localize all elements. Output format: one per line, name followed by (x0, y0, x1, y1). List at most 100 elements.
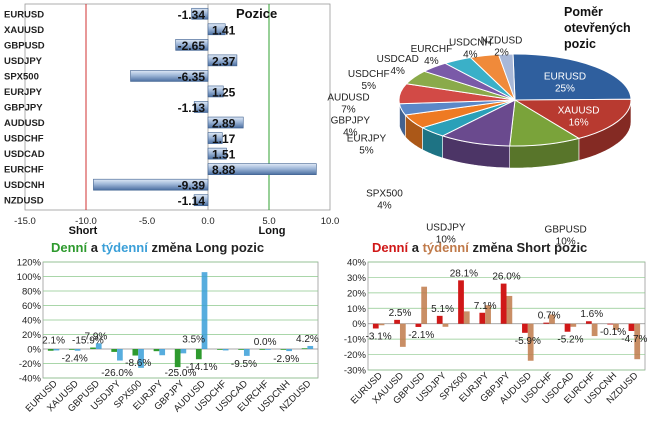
positions-plot-area (24, 3, 331, 211)
short-change-data-label: -4.7% (621, 334, 647, 345)
category-label: EURJPY (4, 87, 43, 98)
position-bar (93, 178, 209, 191)
long-change-bar-daily (301, 348, 308, 350)
short-change-bar-daily (607, 323, 614, 325)
position-value-label: -6.35 (178, 70, 206, 84)
short-change-bar-daily (628, 323, 635, 331)
category-label: AUDUSD (4, 118, 45, 129)
long-change-bar-weekly (53, 349, 60, 351)
short-change-bar-daily (394, 319, 400, 324)
long-change-bar-weekly (95, 343, 102, 349)
short-change-y-tick-label: -30% (344, 366, 367, 377)
short-change-bar-daily (372, 323, 379, 329)
long-change-data-label: -9.5% (231, 359, 257, 370)
long-change-y-tick-label: 100% (17, 272, 42, 283)
position-value-label: 1.51 (212, 148, 236, 162)
pie-slice-percent: 16% (569, 117, 589, 128)
long-change-data-label: -8.6% (125, 358, 151, 369)
pie-slice-label: USDCHF (348, 69, 390, 80)
long-change-data-label: 4.2% (296, 334, 319, 345)
position-value-label: 2.89 (212, 117, 236, 131)
short-change-bar-weekly (399, 323, 406, 347)
short-change-bar-weekly (421, 286, 428, 324)
pie-slice-label: USDCNH (449, 38, 492, 49)
short-change-data-label: 5.1% (431, 304, 454, 315)
short-change-bar-weekly (485, 305, 491, 324)
short-change-bar-chart: Denní a týdenní změna Short pozic 40% 30% 2… (344, 240, 648, 407)
short-change-bar-daily (564, 323, 571, 332)
short-change-y-tick-label: 0% (352, 319, 366, 330)
long-change-data-label: -26.0% (101, 368, 133, 379)
position-bar (207, 116, 244, 129)
long-change-bar-daily (238, 349, 244, 350)
short-side-label: Short (69, 225, 98, 237)
short-change-data-label: 28.1% (450, 268, 478, 279)
long-change-bar-weekly (265, 349, 271, 350)
pie-slice-label: SPX500 (366, 189, 403, 200)
long-change-data-label: 0.0% (254, 337, 277, 348)
long-change-bar-daily (280, 349, 287, 350)
position-bar (207, 163, 317, 175)
short-change-bar-daily (585, 321, 592, 324)
long-change-y-tick-label: 80% (22, 287, 42, 298)
short-change-data-label: -5.2% (557, 335, 583, 346)
position-value-label: 8.88 (212, 163, 236, 177)
pie-slice-percent: 4% (463, 50, 478, 61)
category-label: EURCHF (4, 165, 44, 176)
pie-slice (441, 99, 516, 147)
position-value-label: 1.25 (212, 85, 236, 99)
positions-bar-chart: EURUSD -1.34 XAUUSD 1.41 GBPUSD -2.65 USDJPY 2.… (4, 3, 340, 237)
category-label: XAUUSD (4, 25, 44, 36)
short-change-y-tick-label: 40% (347, 258, 367, 269)
short-change-data-label: 26.0% (492, 272, 520, 283)
pie-slice-label: XAUUSD (558, 105, 600, 116)
pie-slice (497, 53, 516, 101)
pie-slice-percent: 4% (377, 201, 392, 212)
short-change-bar-weekly (378, 323, 385, 326)
x-tick-label: -5.0 (139, 216, 155, 227)
long-change-bar-weekly (243, 349, 250, 356)
position-bar (175, 39, 209, 51)
position-bar (207, 54, 238, 67)
category-label: EURUSD (4, 9, 44, 20)
long-change-bar-daily (69, 349, 75, 350)
long-change-y-tick-label: 60% (22, 301, 42, 312)
long-change-y-tick-label: 120% (17, 258, 42, 269)
long-change-bar-daily (153, 349, 160, 352)
short-change-title: Denní a týdenní změna Short pozic (372, 240, 587, 255)
short-change-y-tick-label: 20% (347, 288, 367, 299)
category-label: USDCHF (4, 134, 44, 145)
short-change-data-label: -5.9% (515, 336, 541, 347)
long-change-bar-weekly (159, 349, 166, 356)
long-change-bar-daily (47, 349, 54, 351)
pie-slice-label: EURCHF (411, 44, 453, 55)
short-change-bar-weekly (527, 323, 534, 361)
pie-slice-label: USDJPY (426, 222, 466, 233)
short-change-bar-weekly (613, 323, 619, 330)
short-change-bar-weekly (463, 311, 470, 324)
short-change-data-label: 1.6% (580, 309, 603, 320)
long-change-y-tick-label: -20% (19, 359, 42, 370)
pie-slice-percent: 5% (362, 81, 377, 92)
short-change-bar-daily (522, 323, 528, 333)
short-change-data-label: 7.1% (474, 301, 497, 312)
short-change-bar-daily (415, 323, 422, 327)
pie-slice-percent: 4% (424, 56, 439, 67)
long-change-title-part: Denní (51, 240, 88, 255)
position-bar (193, 101, 209, 113)
pie-slice (509, 99, 581, 147)
category-label: SPX500 (4, 71, 39, 82)
pie-slice-percent: 2% (494, 48, 509, 59)
long-change-data-label: -14.1% (186, 362, 218, 373)
short-change-y-tick-label: -20% (344, 350, 367, 361)
x-tick-label: 10.0 (321, 216, 340, 227)
short-change-data-label: -2.1% (408, 330, 434, 341)
position-bar (191, 7, 209, 20)
long-change-y-tick-label: 0% (27, 345, 41, 356)
long-change-bar-daily (90, 347, 96, 349)
long-change-bar-weekly (180, 349, 187, 354)
position-value-label: -9.39 (178, 179, 206, 193)
long-change-bar-weekly (286, 349, 292, 352)
long-change-y-tick-label: -40% (19, 374, 42, 385)
